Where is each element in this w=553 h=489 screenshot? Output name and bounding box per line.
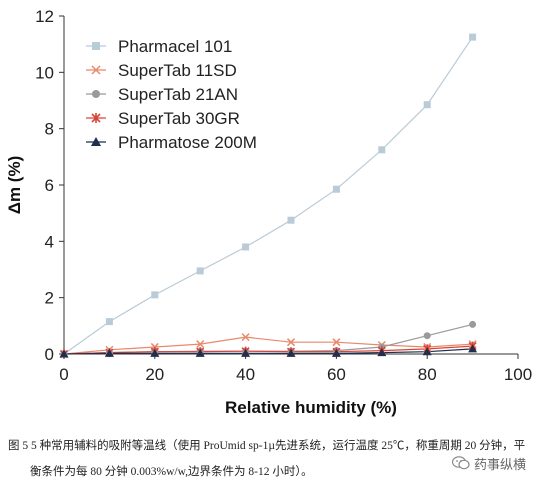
x-tick-label: 80 — [418, 365, 437, 384]
legend-item-supertab-21an: SuperTab 21AN — [86, 85, 238, 104]
y-axis-title: Δm (%) — [5, 156, 24, 215]
series-line-pharmacel-101 — [63, 36, 474, 355]
legend-label: Pharmatose 200M — [118, 133, 257, 152]
y-tick-label: 2 — [45, 289, 54, 308]
data-point-supertab-21an — [469, 320, 477, 328]
data-point-pharmatose-200m — [104, 348, 114, 357]
data-point-supertab-11sd — [196, 340, 205, 349]
data-point-pharmacel-101 — [332, 185, 340, 193]
data-point-pharmatose-200m — [195, 348, 205, 357]
data-point-pharmatose-200m — [468, 344, 478, 353]
legend-label: SuperTab 21AN — [118, 85, 238, 104]
watermark: 药事纵横 — [452, 452, 526, 474]
data-point-pharmacel-101 — [105, 318, 113, 326]
data-point-pharmacel-101 — [242, 243, 250, 251]
legend-marker — [91, 113, 101, 123]
legend-label: Pharmacel 101 — [118, 37, 232, 56]
x-tick-label: 40 — [236, 365, 255, 384]
data-point-pharmacel-101 — [423, 101, 431, 109]
legend-label: SuperTab 30GR — [118, 109, 240, 128]
y-tick-label: 0 — [45, 345, 54, 364]
wechat-icon — [452, 456, 470, 470]
caption-line-1: 图 5 5 种常用辅料的吸附等温线（使用 ProUmid sp-1µ先进系统，运… — [8, 440, 526, 452]
data-point-pharmatose-200m — [422, 347, 432, 356]
y-tick-label: 10 — [35, 63, 54, 82]
y-tick-label: 4 — [45, 232, 54, 251]
watermark-text: 药事纵横 — [474, 457, 527, 473]
data-point-pharmacel-101 — [151, 291, 159, 299]
series-line-supertab-11sd — [63, 336, 473, 355]
caption-line-2: 衡条件为每 80 分钟 0.003%w/w,边界条件为 8-12 小时）。 — [30, 466, 313, 478]
x-tick-label: 60 — [327, 365, 346, 384]
data-point-pharmatose-200m — [377, 348, 387, 357]
series-line-supertab-30gr — [63, 345, 473, 355]
data-point-pharmatose-200m — [150, 348, 160, 357]
isotherm-chart: 0 2 4 6 8 10 12 0 20 40 60 80 100 Pharmacel 101 Supe… — [5, 7, 532, 417]
data-point-supertab-11sd — [332, 338, 341, 347]
data-point-supertab-11sd — [241, 333, 250, 342]
legend: Pharmacel 101 SuperTab 11SD SuperTab 21AN S… — [86, 37, 257, 152]
data-point-pharmatose-200m — [241, 348, 251, 357]
data-point-pharmacel-101 — [196, 267, 204, 275]
x-tick-label: 0 — [59, 365, 68, 384]
data-point-pharmacel-101 — [287, 216, 295, 224]
legend-marker — [92, 42, 100, 50]
data-point-pharmatose-200m — [331, 348, 341, 357]
figure-caption: 图 5 5 种常用辅料的吸附等温线（使用 ProUmid sp-1µ先进系统，运… — [8, 433, 548, 485]
legend-marker — [92, 90, 100, 98]
series-line-pharmatose-200m — [63, 348, 473, 355]
legend-marker — [91, 137, 101, 146]
x-axis-ticks: 0 20 40 60 80 100 — [59, 354, 532, 384]
y-tick-label: 12 — [35, 7, 54, 26]
x-tick-label: 20 — [145, 365, 164, 384]
data-point-pharmatose-200m — [59, 349, 69, 358]
legend-marker — [91, 65, 101, 75]
legend-item-pharmacel-101: Pharmacel 101 — [86, 37, 232, 56]
legend-label: SuperTab 11SD — [118, 61, 237, 80]
series-lines — [63, 36, 474, 355]
y-tick-label: 8 — [45, 120, 54, 139]
data-point-pharmacel-101 — [469, 33, 477, 41]
legend-item-pharmatose-200m: Pharmatose 200M — [86, 133, 257, 152]
y-axis-ticks: 0 2 4 6 8 10 12 — [35, 7, 64, 364]
y-tick-label: 6 — [45, 176, 54, 195]
series-markers — [59, 33, 478, 359]
data-point-supertab-11sd — [286, 338, 296, 347]
x-axis-title: Relative humidity (%) — [225, 398, 397, 417]
legend-item-supertab-30gr: SuperTab 30GR — [86, 109, 240, 128]
x-tick-label: 100 — [504, 365, 532, 384]
data-point-pharmatose-200m — [286, 348, 296, 357]
data-point-supertab-21an — [423, 332, 431, 340]
legend-item-supertab-11sd: SuperTab 11SD — [86, 61, 237, 80]
data-point-pharmacel-101 — [378, 146, 386, 154]
